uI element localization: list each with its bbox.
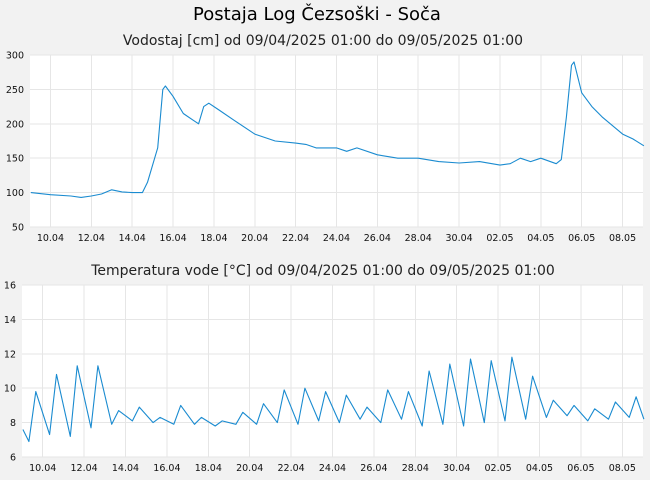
water-temperature-y-tick-label: 6 [10, 453, 16, 464]
water-temperature-x-ticks: 10.04 12.04 14.04 16.04 18.04 20.04 22.04 24.04… [29, 463, 636, 474]
water-temperature-series-line [22, 356, 645, 443]
water-temperature-y-tick-label: 10 [4, 384, 16, 395]
water-temperature-grid [22, 284, 643, 458]
water-level-x-tick-label: 26.04 [364, 233, 391, 244]
water-level-x-tick-label: 18.04 [200, 233, 227, 244]
water-temperature-y-tick-label: 14 [4, 315, 16, 326]
water-temperature-x-tick-label: 10.04 [29, 463, 56, 474]
water-level-panel: Vodostaj [cm] od 09/04/2025 01:00 do 09/… [6, 33, 645, 244]
water-level-y-tick-label: 300 [6, 51, 24, 62]
water-temperature-x-tick-label: 26.04 [360, 463, 387, 474]
water-level-y-tick-label: 100 [6, 188, 24, 199]
water-temperature-x-tick-label: 06.05 [567, 463, 594, 474]
water-level-x-tick-label: 12.04 [78, 233, 105, 244]
water-level-y-tick-label: 200 [6, 119, 24, 130]
water-level-x-tick-label: 28.04 [405, 233, 432, 244]
water-temperature-title: Temperatura vode [°C] od 09/04/2025 01:0… [90, 263, 555, 279]
water-temperature-x-tick-label: 04.05 [526, 463, 553, 474]
water-temperature-x-tick-label: 18.04 [195, 463, 222, 474]
water-temperature-x-tick-label: 28.04 [402, 463, 429, 474]
water-temperature-x-tick-label: 14.04 [112, 463, 139, 474]
water-level-x-tick-label: 04.05 [527, 233, 554, 244]
water-temperature-x-tick-label: 22.04 [277, 463, 304, 474]
water-level-y-ticks: 300 250 200 150 100 50 [6, 51, 24, 234]
water-level-y-tick-label: 150 [6, 154, 24, 165]
water-temperature-x-tick-label: 02.05 [484, 463, 511, 474]
water-temperature-x-tick-label: 20.04 [236, 463, 263, 474]
water-temperature-y-tick-label: 8 [10, 418, 16, 429]
chart-main-title: Postaja Log Čezsoški - Soča [193, 3, 441, 25]
water-temperature-panel: Temperatura vode [°C] od 09/04/2025 01:0… [4, 263, 645, 474]
water-temperature-y-ticks: 16 14 12 10 8 6 [4, 281, 16, 464]
water-temperature-x-tick-label: 16.04 [153, 463, 180, 474]
water-level-y-tick-label: 50 [12, 223, 24, 234]
water-temperature-x-tick-label: 24.04 [319, 463, 346, 474]
water-level-x-tick-label: 02.05 [486, 233, 513, 244]
water-temperature-x-tick-label: 30.04 [443, 463, 470, 474]
water-level-x-tick-label: 20.04 [241, 233, 268, 244]
water-level-y-tick-label: 250 [6, 85, 24, 96]
water-temperature-y-tick-label: 16 [4, 281, 16, 292]
water-level-x-ticks: 10.04 12.04 14.04 16.04 18.04 20.04 22.04 24.04… [37, 233, 636, 244]
water-level-x-tick-label: 14.04 [119, 233, 146, 244]
water-temperature-x-tick-label: 12.04 [70, 463, 97, 474]
water-level-x-tick-label: 06.05 [568, 233, 595, 244]
water-level-x-tick-label: 16.04 [159, 233, 186, 244]
water-level-grid [30, 54, 643, 228]
water-level-x-tick-label: 24.04 [323, 233, 350, 244]
water-level-series-line [30, 61, 645, 198]
water-level-x-tick-label: 08.05 [609, 233, 636, 244]
water-temperature-x-tick-label: 08.05 [609, 463, 636, 474]
water-level-x-tick-label: 30.04 [445, 233, 472, 244]
water-temperature-y-tick-label: 12 [4, 349, 16, 360]
water-level-x-tick-label: 22.04 [282, 233, 309, 244]
water-level-title: Vodostaj [cm] od 09/04/2025 01:00 do 09/… [123, 33, 523, 49]
water-level-x-tick-label: 10.04 [37, 233, 64, 244]
